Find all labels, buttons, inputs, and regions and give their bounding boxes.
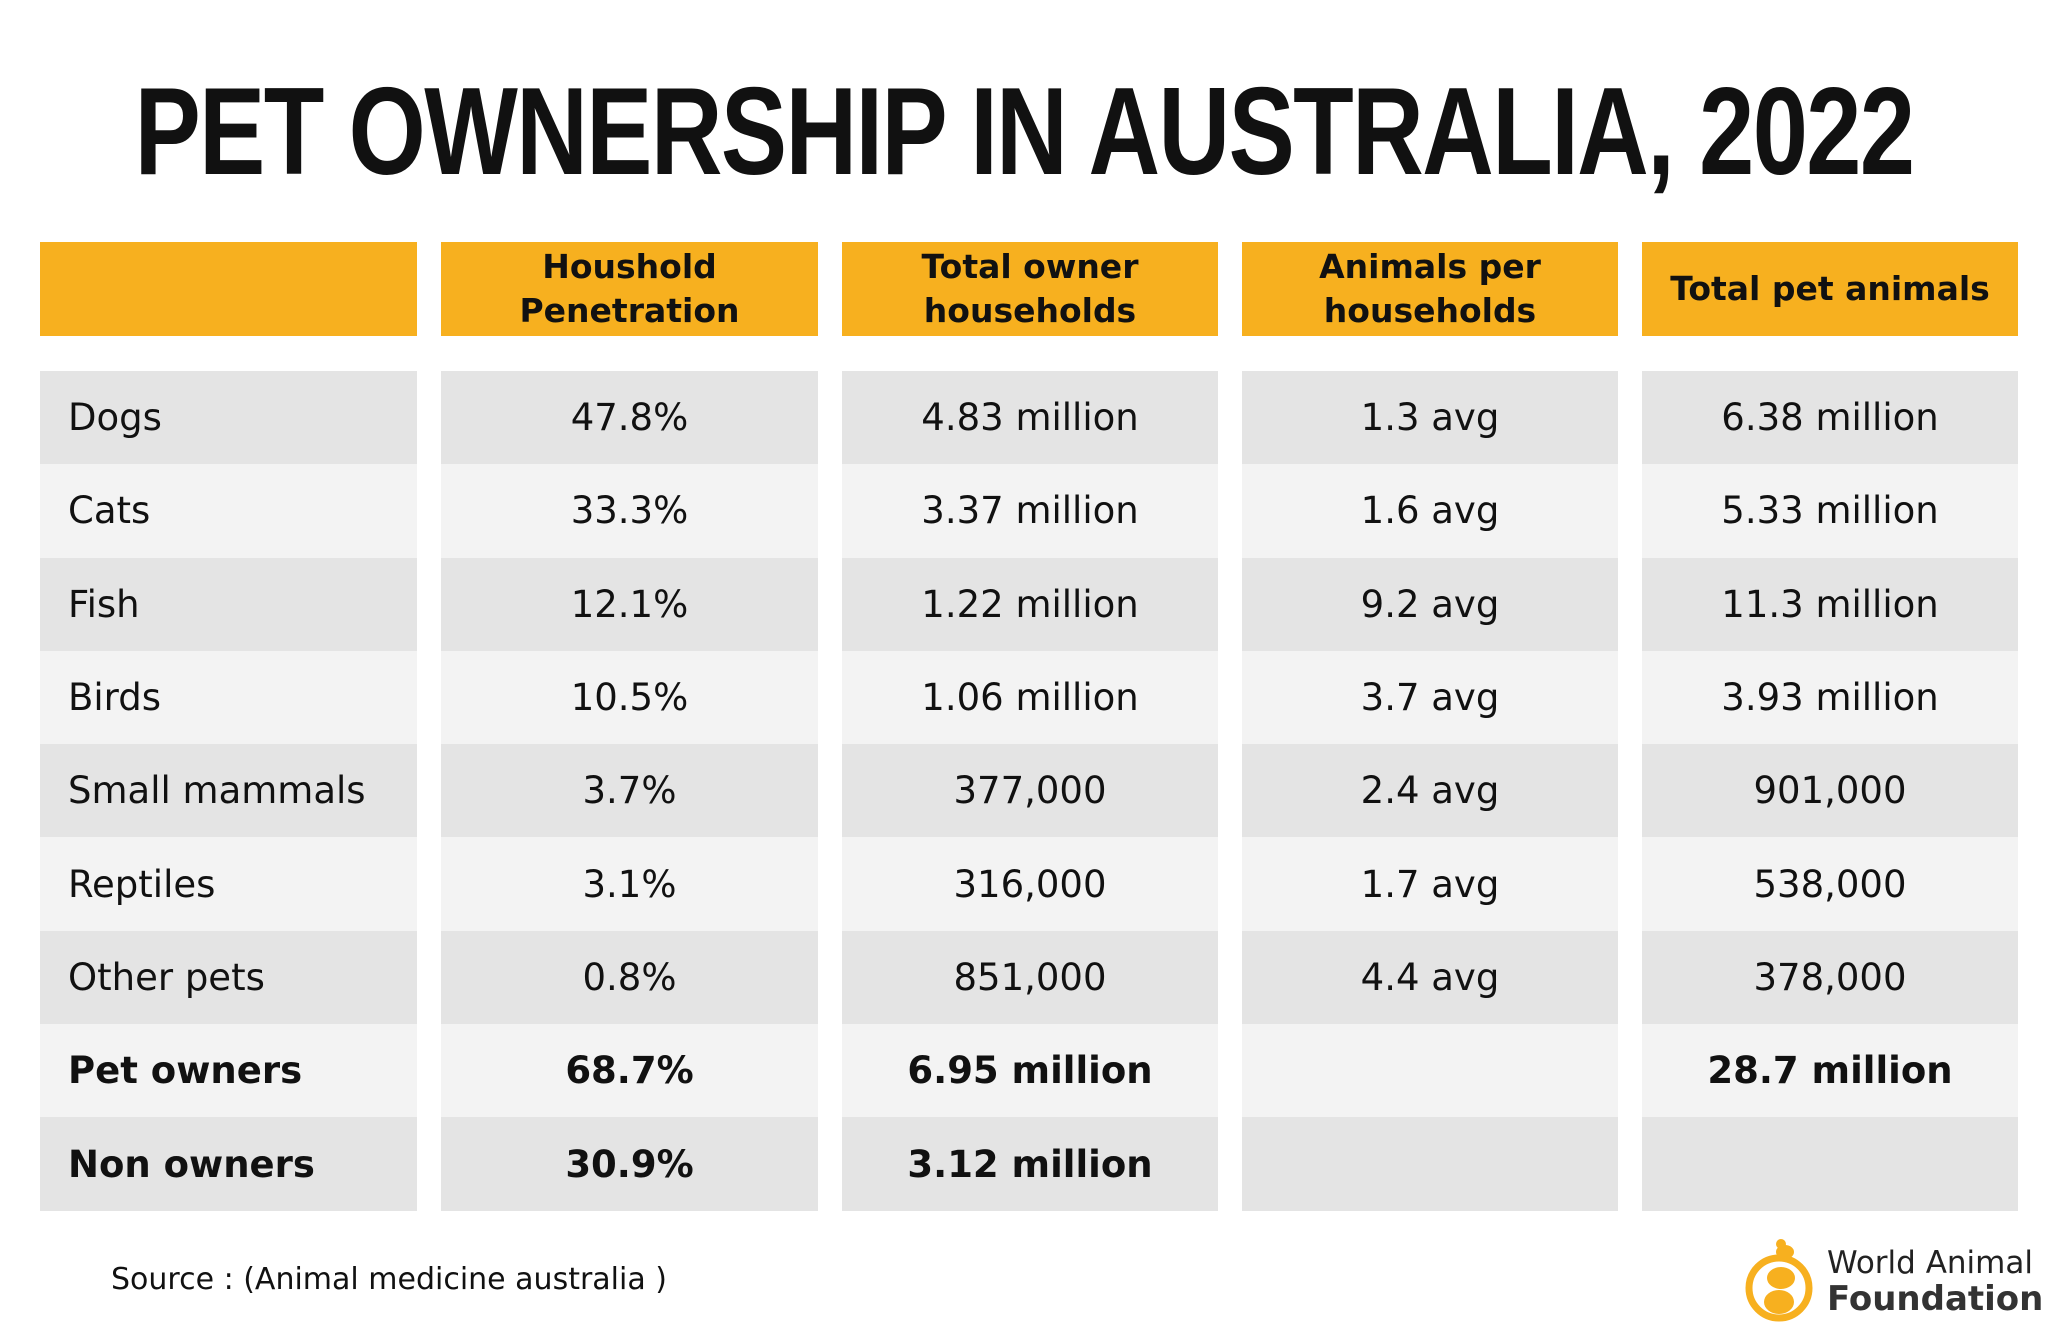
- row-label: Pet owners: [40, 1024, 417, 1118]
- table-cell: 901,000: [1642, 744, 2018, 838]
- table-cell: 377,000: [842, 744, 1218, 838]
- table-cell: 11.3 million: [1642, 557, 2018, 651]
- column-header: Houshold Penetration: [441, 242, 818, 336]
- row-label: Dogs: [40, 371, 417, 465]
- row-label: Cats: [40, 464, 417, 558]
- table-cell: [1642, 1117, 2018, 1211]
- table-cell: 538,000: [1642, 837, 2018, 931]
- table-cell: 1.7 avg: [1242, 837, 1618, 931]
- table-cell: 316,000: [842, 837, 1218, 931]
- world-animal-foundation-logo: World Animal Foundation: [1745, 1238, 2043, 1324]
- table-cell: 6.95 million: [842, 1024, 1218, 1118]
- page-title: PET OWNERSHIP IN AUSTRALIA, 2022: [134, 63, 1915, 201]
- row-label: Small mammals: [40, 744, 417, 838]
- table-cell: 68.7%: [441, 1024, 818, 1118]
- table-cell: 3.12 million: [842, 1117, 1218, 1211]
- table-cell: [1242, 1024, 1618, 1118]
- table-cell: 0.8%: [441, 930, 818, 1025]
- table-cell: 378,000: [1642, 930, 2018, 1025]
- table-cell: 1.22 million: [842, 557, 1218, 651]
- pets-circle-logo-icon: [1745, 1239, 1813, 1322]
- table-cell: 2.4 avg: [1242, 744, 1618, 838]
- table-cell: 1.06 million: [842, 650, 1218, 745]
- table-cell: 6.38 million: [1642, 371, 2018, 465]
- logo-line2: Foundation: [1827, 1279, 2044, 1319]
- table-cell: 12.1%: [441, 557, 818, 651]
- table-cell: 1.6 avg: [1242, 464, 1618, 558]
- table-cell: 30.9%: [441, 1117, 818, 1211]
- column-header: Animals per households: [1242, 242, 1618, 336]
- pet-ownership-table: Houshold Penetration Total owner househol…: [40, 242, 2018, 1211]
- column-header: [40, 242, 417, 336]
- table-cell: 5.33 million: [1642, 464, 2018, 558]
- column-header: Total pet animals: [1642, 242, 2018, 336]
- table-cell: 4.83 million: [842, 371, 1218, 465]
- logo-line1: World Animal: [1827, 1245, 2033, 1281]
- row-label: Other pets: [40, 930, 417, 1025]
- table-cell: 10.5%: [441, 650, 818, 745]
- row-label: Non owners: [40, 1117, 417, 1211]
- table-cell: 9.2 avg: [1242, 557, 1618, 651]
- table-cell: 33.3%: [441, 464, 818, 558]
- column-header: Total owner households: [842, 242, 1218, 336]
- table-cell: 3.1%: [441, 837, 818, 931]
- row-label: Reptiles: [40, 837, 417, 931]
- table-cell: 28.7 million: [1642, 1024, 2018, 1118]
- table-cell: [1242, 1117, 1618, 1211]
- source-note: Source : (Animal medicine australia ): [111, 1262, 667, 1297]
- table-cell: 3.7%: [441, 744, 818, 838]
- table-cell: 1.3 avg: [1242, 371, 1618, 465]
- table-cell: 4.4 avg: [1242, 930, 1618, 1025]
- row-label: Fish: [40, 557, 417, 651]
- table-cell: 47.8%: [441, 371, 818, 465]
- table-cell: 3.7 avg: [1242, 650, 1618, 745]
- table-cell: 3.37 million: [842, 464, 1218, 558]
- row-label: Birds: [40, 650, 417, 745]
- table-cell: 3.93 million: [1642, 650, 2018, 745]
- table-cell: 851,000: [842, 930, 1218, 1025]
